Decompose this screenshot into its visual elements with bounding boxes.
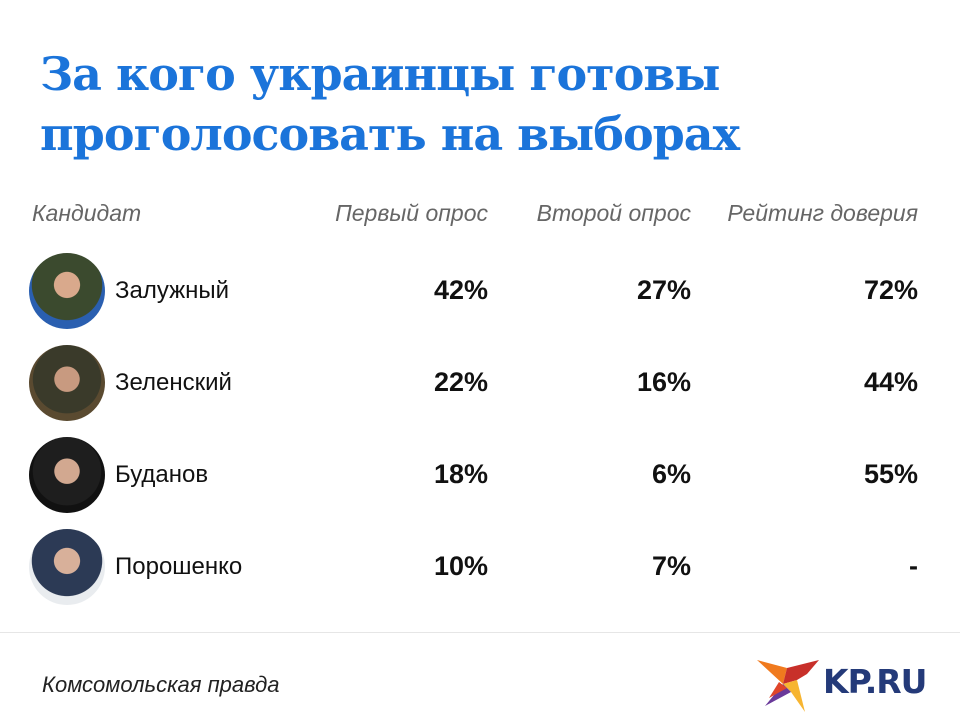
avatar bbox=[29, 345, 105, 421]
kp-logo[interactable]: KP.RU bbox=[757, 654, 937, 714]
logo-text: KP.RU bbox=[823, 662, 927, 701]
first-poll-value: 22% bbox=[433, 367, 488, 397]
table-row: Залужный 42% 27% 72% bbox=[0, 251, 960, 331]
second-poll-value: 16% bbox=[636, 367, 691, 397]
page-title: За кого украинцы готовы проголосовать на… bbox=[40, 44, 740, 164]
candidate-name: Порошенко bbox=[115, 553, 243, 580]
title-line-1: За кого украинцы готовы bbox=[40, 47, 720, 101]
trust-rating-value: 55% bbox=[863, 459, 918, 489]
header-second-poll: Второй опрос bbox=[536, 200, 691, 226]
header-first-poll: Первый опрос bbox=[335, 200, 488, 226]
header-trust-rating: Рейтинг доверия bbox=[727, 200, 918, 226]
candidate-name: Зеленский bbox=[115, 369, 232, 396]
header-candidate: Кандидат bbox=[32, 200, 142, 226]
trust-rating-value: - bbox=[909, 551, 918, 581]
footer-divider bbox=[0, 632, 960, 633]
second-poll-value: 6% bbox=[651, 459, 691, 489]
second-poll-value: 27% bbox=[636, 275, 691, 305]
table-row: Порошенко 10% 7% - bbox=[0, 527, 960, 607]
swallow-bird-icon bbox=[757, 660, 819, 712]
candidate-name: Залужный bbox=[115, 277, 230, 304]
title-line-2: проголосовать на выборах bbox=[40, 107, 740, 161]
first-poll-value: 18% bbox=[433, 459, 488, 489]
table-row: Зеленский 22% 16% 44% bbox=[0, 343, 960, 423]
second-poll-value: 7% bbox=[651, 551, 691, 581]
table-row: Буданов 18% 6% 55% bbox=[0, 435, 960, 515]
first-poll-value: 42% bbox=[433, 275, 488, 305]
first-poll-value: 10% bbox=[433, 551, 488, 581]
avatar bbox=[29, 253, 105, 329]
avatar bbox=[29, 437, 105, 513]
avatar bbox=[29, 529, 105, 605]
trust-rating-value: 44% bbox=[863, 367, 918, 397]
candidate-name: Буданов bbox=[115, 461, 209, 488]
source-label: Комсомольская правда bbox=[42, 672, 280, 697]
trust-rating-value: 72% bbox=[863, 275, 918, 305]
